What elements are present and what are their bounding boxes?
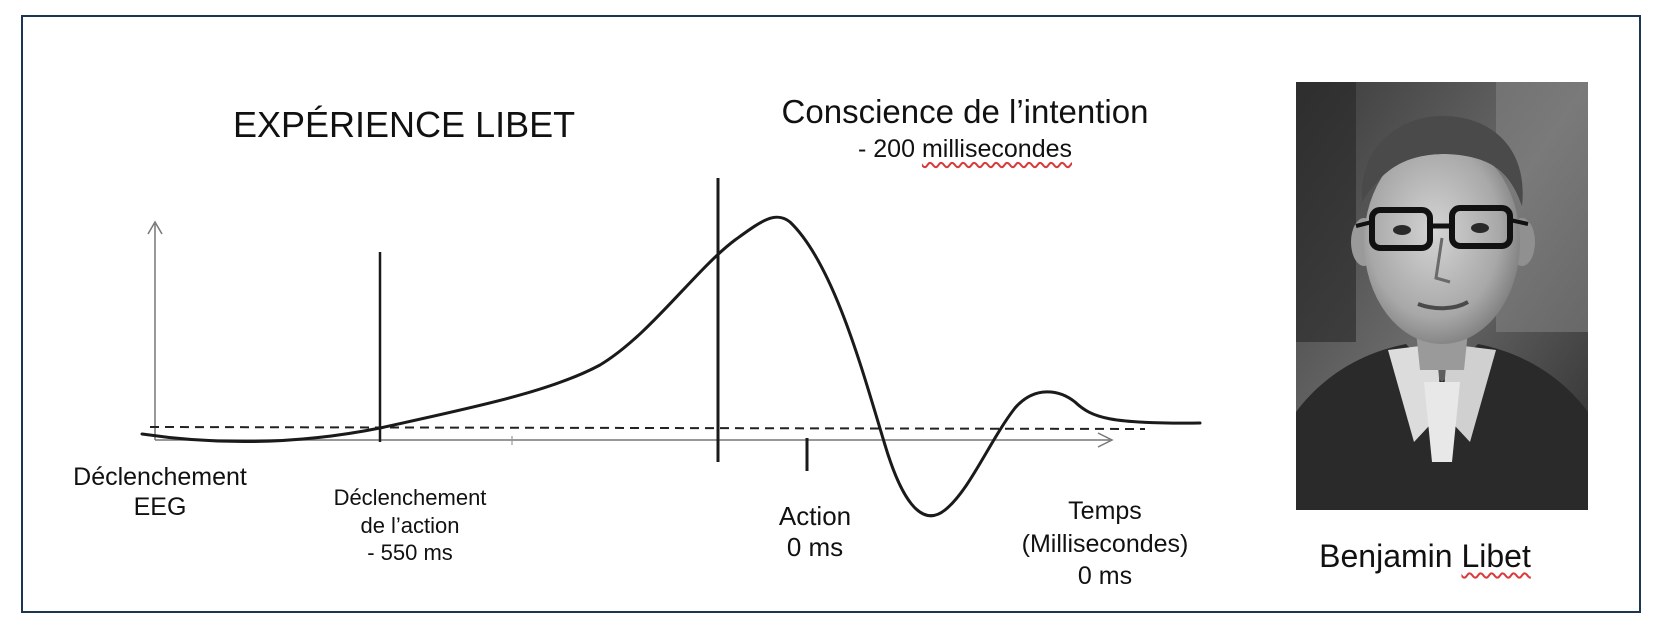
time-label: Temps (Millisecondes) 0 ms <box>1005 495 1205 593</box>
consciousness-title: Conscience de l’intention <box>781 93 1149 130</box>
action-trigger-line3: - 550 ms <box>367 540 453 565</box>
time-line2: (Millisecondes) <box>1021 529 1189 558</box>
portrait-first-name: Benjamin <box>1319 538 1462 574</box>
portrait-photo <box>1296 82 1588 510</box>
readiness-potential-curve <box>140 215 1202 518</box>
action-trigger-line1: Déclenchement <box>333 485 487 510</box>
slide-frame <box>21 15 1641 613</box>
portrait-caption: Benjamin Libet <box>1300 537 1550 575</box>
dashed-baseline <box>149 426 1146 430</box>
eeg-trigger-line1: Déclenchement <box>73 463 247 491</box>
action-line1: Action <box>778 501 852 531</box>
action-line2: 0 ms <box>786 532 844 563</box>
action-trigger-label: Déclenchement de l’action - 550 ms <box>300 484 520 567</box>
portrait-last-name: Libet <box>1461 538 1531 574</box>
action-label: Action 0 ms <box>760 501 870 563</box>
action-trigger-line2: de l’action <box>360 512 460 538</box>
consciousness-time-prefix: - 200 <box>858 134 922 163</box>
x-axis-arrowhead <box>1097 432 1114 448</box>
slide-title: EXPÉRIENCE LIBET <box>233 104 576 145</box>
y-axis-arrowhead <box>147 220 163 235</box>
eeg-trigger-label: Déclenchement EEG <box>55 462 265 522</box>
time-line3: 0 ms <box>1077 562 1133 590</box>
consciousness-label: Conscience de l’intention - 200 millisec… <box>770 92 1160 164</box>
eeg-trigger-line2: EEG <box>133 493 187 521</box>
consciousness-time-unit: millisecondes <box>921 134 1072 163</box>
time-line1: Temps <box>1068 497 1142 525</box>
consciousness-time: - 200 millisecondes <box>770 134 1160 164</box>
